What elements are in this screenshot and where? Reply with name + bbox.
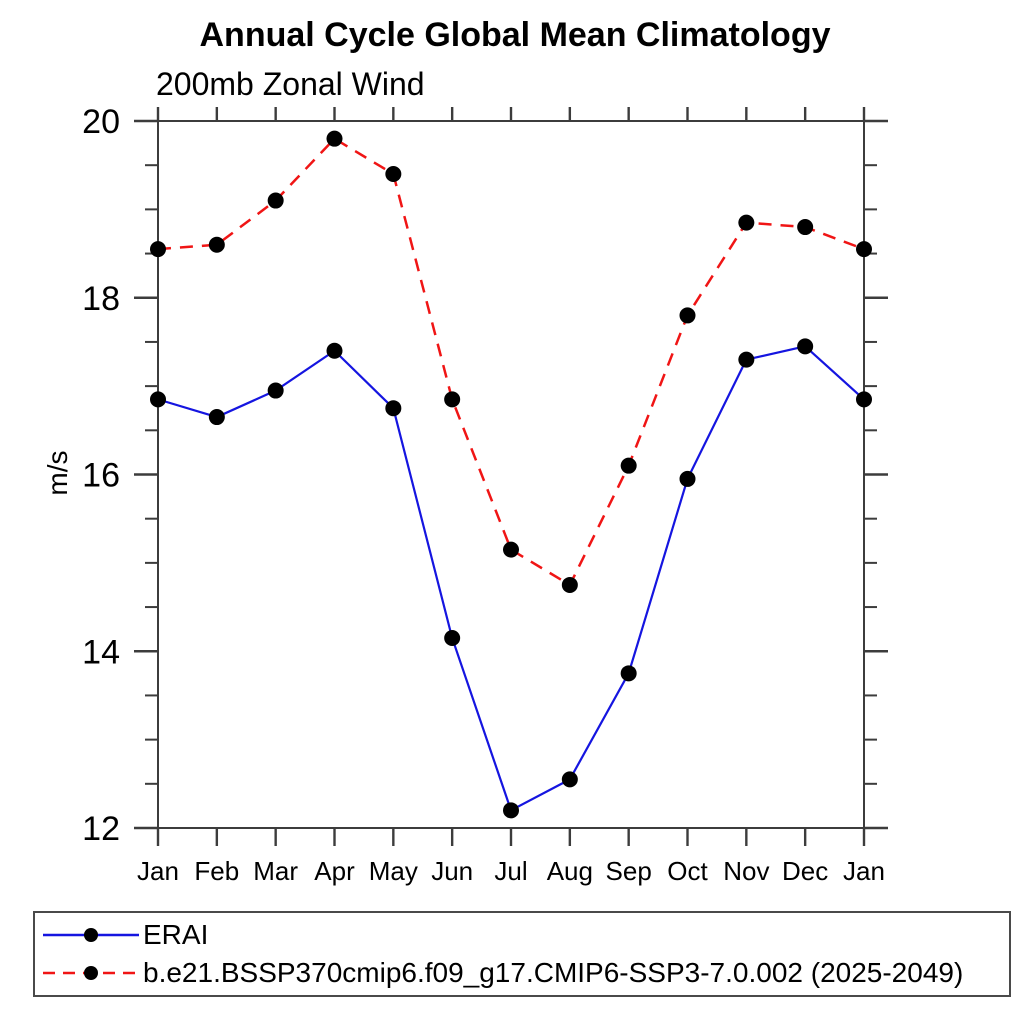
data-point-marker [385, 166, 402, 183]
data-point-marker [561, 771, 578, 788]
y-tick-label: 16 [82, 457, 120, 495]
x-tick-label: Dec [782, 856, 828, 886]
data-point-marker [679, 470, 696, 487]
x-tick-label: Jan [843, 856, 885, 886]
plot-frame [157, 120, 865, 829]
data-point-marker [797, 219, 814, 236]
model-marker-sample [84, 966, 98, 981]
y-tick-label: 12 [82, 810, 120, 848]
x-tick-label: May [369, 856, 418, 886]
series-line-0 [157, 345, 865, 812]
data-point-marker [620, 665, 637, 682]
data-point-marker [208, 236, 225, 253]
data-point-marker [326, 342, 343, 359]
x-tick-label: Feb [194, 856, 239, 886]
data-point-marker [797, 338, 814, 355]
data-point-marker [326, 130, 343, 147]
data-point-marker [267, 382, 284, 399]
legend-item-model: b.e21.BSSP370cmip6.f09_g17.CMIP6-SSP3-7.… [39, 956, 1009, 990]
data-point-marker [150, 391, 166, 408]
chart-subtitle: 200mb Zonal Wind [156, 66, 425, 102]
data-point-marker [444, 391, 461, 408]
y-tick-label: 20 [82, 103, 120, 141]
x-tick-label: Jun [431, 856, 473, 886]
data-point-marker [208, 409, 225, 426]
x-tick-label: Apr [314, 856, 355, 886]
data-point-marker [503, 541, 519, 558]
x-tick-label: Aug [547, 856, 593, 886]
y-axis-label: m/s [42, 450, 73, 495]
x-tick-label: Oct [667, 856, 708, 886]
x-tick-label: Jul [494, 856, 527, 886]
erai-marker-sample [84, 927, 98, 942]
data-point-marker [444, 629, 461, 646]
x-tick-label: Sep [606, 856, 652, 886]
data-point-marker [561, 576, 578, 593]
data-point-marker [856, 241, 872, 258]
y-tick-label: 18 [82, 280, 120, 318]
x-tick-label: Mar [253, 856, 298, 886]
legend-box: ERAI b.e21.BSSP370cmip6.f09_g17.CMIP6-SS… [33, 911, 1011, 997]
data-point-marker [679, 307, 696, 324]
legend-line-sample-model [43, 966, 139, 981]
y-tick-label: 14 [82, 633, 120, 671]
legend-line-sample-erai [43, 927, 139, 942]
data-point-marker [738, 214, 755, 231]
data-point-marker [503, 802, 519, 819]
x-tick-label: Nov [723, 856, 769, 886]
series-line-1 [157, 137, 865, 587]
data-point-marker [856, 391, 872, 408]
x-tick-label: Jan [137, 856, 179, 886]
data-point-marker [738, 351, 755, 368]
legend-label-model: b.e21.BSSP370cmip6.f09_g17.CMIP6-SSP3-7.… [143, 957, 964, 989]
chart-title: Annual Cycle Global Mean Climatology [199, 16, 831, 54]
data-point-marker [385, 400, 402, 417]
data-point-marker [150, 241, 166, 258]
data-point-marker [267, 192, 284, 209]
legend-label-erai: ERAI [143, 918, 209, 950]
legend-item-erai: ERAI [39, 918, 1009, 952]
data-point-marker [620, 457, 637, 474]
